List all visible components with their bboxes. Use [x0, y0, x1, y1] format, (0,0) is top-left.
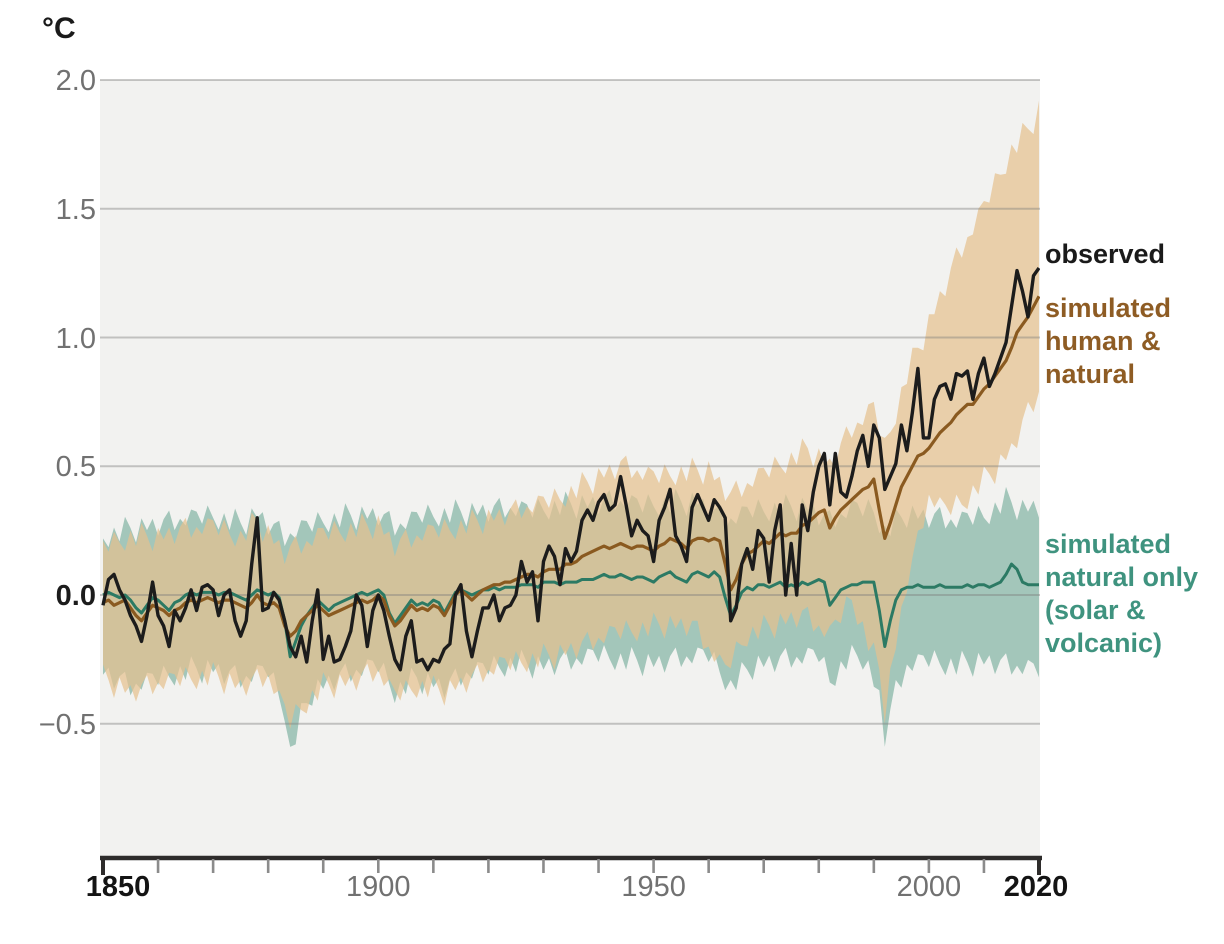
y-axis-unit-label: °C [42, 12, 76, 45]
observed-line [101, 267, 1040, 672]
legend-human-natural-label: simulated human & natural [1045, 293, 1172, 389]
y-axis-label-0.5: 0.5 [55, 451, 96, 484]
y-axis-label-1.5: 1.5 [55, 193, 96, 226]
natural-only-line [102, 562, 1039, 659]
x-axis-label-2020: 2020 [1003, 871, 1069, 903]
y-axis-label-−0.5: −0.5 [38, 708, 96, 741]
y-axis-label-2.0: 2.0 [55, 65, 96, 97]
x-axis-label-1900: 1900 [346, 871, 411, 903]
y-axis-label-0.0: 0.0 [55, 580, 96, 612]
x-axis-label-2000: 2000 [896, 871, 962, 903]
x-axis-label-1950: 1950 [621, 871, 686, 903]
x-axis-label-1850: 1850 [85, 871, 151, 903]
band-human-natural [103, 100, 1039, 729]
human-natural-line [102, 295, 1040, 638]
legend-natural-only-label: simulated natural only (solar & volcanic… [1045, 529, 1199, 658]
y-axis-label-1.0: 1.0 [55, 322, 96, 355]
legend-observed-label: observed [1045, 239, 1166, 269]
